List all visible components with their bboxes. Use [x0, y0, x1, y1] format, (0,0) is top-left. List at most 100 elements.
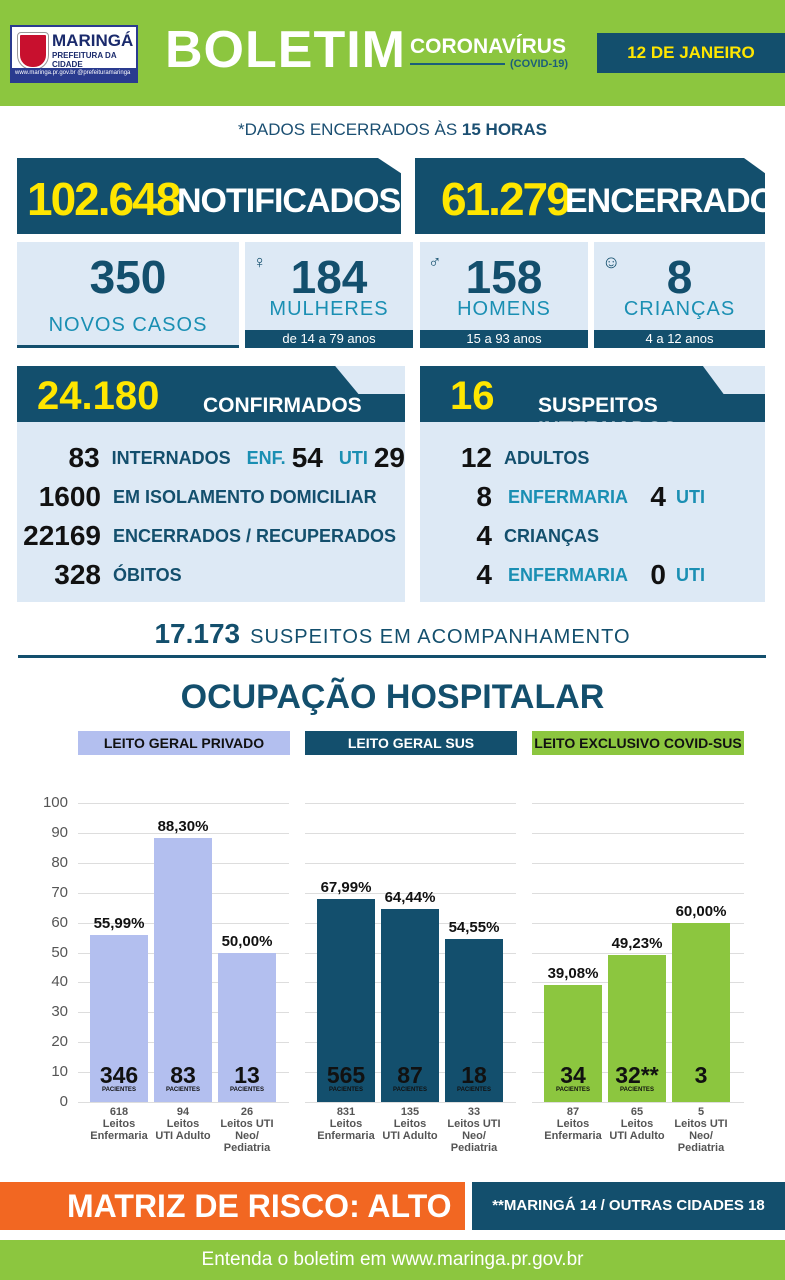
cutoff-hour: 15 HORAS: [461, 120, 547, 139]
novos-casos-label: NOVOS CASOS: [48, 314, 208, 336]
occupancy-bar: [317, 898, 375, 1102]
bar-bed-type: UTI Adulto: [382, 1130, 438, 1142]
suspeitos-value: 16: [450, 374, 495, 418]
bar-patients-label: 13 PACIENTES: [212, 1062, 282, 1093]
occupancy-bar: [90, 934, 148, 1102]
criancas-susp-value: 4: [476, 520, 492, 551]
ocupacao-title: OCUPAÇÃO HOSPITALAR: [180, 678, 605, 716]
bar-bed-type: Leitos: [102, 1118, 136, 1130]
confirmados-row-recuperados: 22169 ENCERRADOS / RECUPERADOS: [17, 518, 405, 554]
homens-box: ♂ 158 HOMENS 15 a 93 anos: [420, 242, 588, 348]
bar-category-label: 5 Leitos UTI Neo/Pediatria: [661, 1106, 741, 1154]
y-tick-label: 80: [51, 853, 68, 871]
gridline: [532, 922, 744, 924]
internados-value: 83: [68, 442, 100, 473]
category-covid-sus: LEITO EXCLUSIVO COVID-SUS: [532, 731, 744, 755]
data-cutoff-note: *DADOS ENCERRADOS ÀS 15 HORAS: [0, 120, 785, 140]
category-privado: LEITO GERAL PRIVADO: [78, 731, 290, 755]
y-tick-label: 90: [51, 823, 68, 841]
bar-bed-type: Leitos: [393, 1118, 427, 1130]
gridline: [305, 892, 516, 894]
bar-bed-type: UTI Adulto: [155, 1130, 211, 1142]
suspeitos-row-criancas: 4 CRIANÇAS: [420, 518, 599, 554]
suspeitos-label: SUSPEITOS INTERNADOS: [538, 394, 677, 422]
bar-bed-type: Leitos UTI: [220, 1118, 274, 1130]
risk-matrix-banner: MATRIZ DE RISCO: ALTO: [0, 1182, 465, 1230]
criancas-label: CRIANÇAS: [623, 298, 736, 320]
bar-capacity: 831: [336, 1106, 356, 1118]
adultos-enf-value: 8: [476, 481, 492, 512]
bar-bed-type: Enfermaria: [544, 1130, 602, 1142]
bar-patients-label: 18 PACIENTES: [439, 1062, 509, 1093]
bar-category-label: 26 Leitos UTI Neo/Pediatria: [207, 1106, 287, 1154]
city-shield-icon: [17, 32, 49, 70]
bar-bed-type: Leitos UTI: [674, 1118, 728, 1130]
acompanhamento-line: 17.173 SUSPEITOS EM ACOMPANHAMENTO: [0, 618, 785, 650]
bar-capacity: 26: [240, 1106, 254, 1118]
page-title: BOLETIM: [165, 21, 406, 79]
bar-percent-label: 49,23%: [611, 934, 663, 952]
novos-casos-value: 350: [89, 251, 167, 303]
recuperados-label: ENCERRADOS / RECUPERADOS: [113, 525, 397, 546]
criancas-susp-label: CRIANÇAS: [504, 525, 600, 546]
suspeitos-row-criancas-detail: 4 ENFERMARIA 0 UTI: [420, 557, 765, 593]
encerrados-label: ENCERRADOS: [565, 182, 785, 220]
notificados-box: 102.648 NOTIFICADOS: [17, 158, 401, 234]
confirmados-value: 24.180: [37, 374, 160, 418]
adultos-value: 12: [460, 442, 492, 473]
occupancy-bar: [672, 922, 730, 1102]
suspeitos-row-adultos: 12 ADULTOS: [420, 440, 590, 476]
y-tick-label: 10: [51, 1063, 68, 1081]
acompanhamento-value: 17.173: [154, 618, 241, 649]
internados-label: INTERNADOS: [111, 447, 231, 468]
gridline: [78, 832, 289, 834]
bar-bed-type: Leitos: [620, 1118, 654, 1130]
encerrados-value: 61.279: [441, 173, 572, 225]
adultos-label: ADULTOS: [504, 447, 590, 468]
enf-label: ENF.: [246, 447, 286, 468]
bar-category-label: 618 Leitos Enfermaria: [79, 1106, 159, 1142]
bar-patients-label: 565 PACIENTES: [311, 1062, 381, 1093]
category-sus: LEITO GERAL SUS: [305, 731, 517, 755]
isolamento-value: 1600: [38, 481, 101, 512]
bar-percent-label: 67,99%: [320, 878, 372, 896]
confirmados-header: 24.180 CONFIRMADOS: [17, 366, 405, 422]
bar-bed-type: Neo/: [235, 1130, 259, 1142]
bar-category-label: 33 Leitos UTI Neo/Pediatria: [434, 1106, 514, 1154]
bar-patients-label: 87 PACIENTES: [375, 1062, 445, 1093]
bar-category-label: 135 Leitos UTI Adulto: [370, 1106, 450, 1142]
bar-bed-type: Pediatria: [677, 1142, 725, 1154]
gridline: [78, 1102, 289, 1103]
occupancy-bar: [445, 938, 503, 1102]
patients-caption: PACIENTES: [393, 1087, 427, 1093]
patients-caption: PACIENTES: [457, 1087, 491, 1093]
criancas-box: ☺ 8 CRIANÇAS 4 a 12 anos: [594, 242, 765, 348]
city-name: MARINGÁ: [52, 31, 134, 50]
gridline: [305, 803, 516, 804]
baby-icon: ☺: [602, 252, 621, 272]
patients-caption: PACIENTES: [166, 1087, 200, 1093]
bar-patients-label: 3: [694, 1062, 708, 1088]
cities-note: **MARINGÁ 14 / OUTRAS CIDADES 18: [472, 1182, 785, 1230]
bar-category-label: 94 Leitos UTI Adulto: [143, 1106, 223, 1142]
bar-bed-type: Leitos: [166, 1118, 200, 1130]
occupancy-bar: [218, 952, 276, 1102]
bar-bed-type: Neo/: [462, 1130, 486, 1142]
y-tick-label: 100: [42, 794, 68, 811]
bar-bed-type: UTI Adulto: [609, 1130, 665, 1142]
footer-link-text: Entenda o boletim em www.maringa.pr.gov.…: [0, 1240, 785, 1280]
bar-patients-label: 346 PACIENTES: [84, 1062, 154, 1093]
adultos-enf-label: ENFERMARIA: [508, 486, 628, 507]
bar-capacity: 87: [566, 1106, 580, 1118]
gridline: [532, 892, 744, 894]
bar-percent-label: 39,08%: [547, 965, 599, 983]
bar-percent-label: 50,00%: [221, 932, 273, 950]
woman-icon: ♀: [253, 252, 267, 272]
suspeitos-header: 16 SUSPEITOS INTERNADOS: [420, 366, 765, 422]
bar-percent-label: 88,30%: [157, 817, 209, 835]
confirmados-label: CONFIRMADOS: [203, 394, 362, 417]
patients-caption: PACIENTES: [102, 1087, 136, 1093]
bar-percent-label: 64,44%: [384, 889, 436, 907]
cutoff-prefix: *DADOS ENCERRADOS ÀS: [238, 120, 462, 139]
bar-percent-label: 60,00%: [675, 902, 727, 920]
